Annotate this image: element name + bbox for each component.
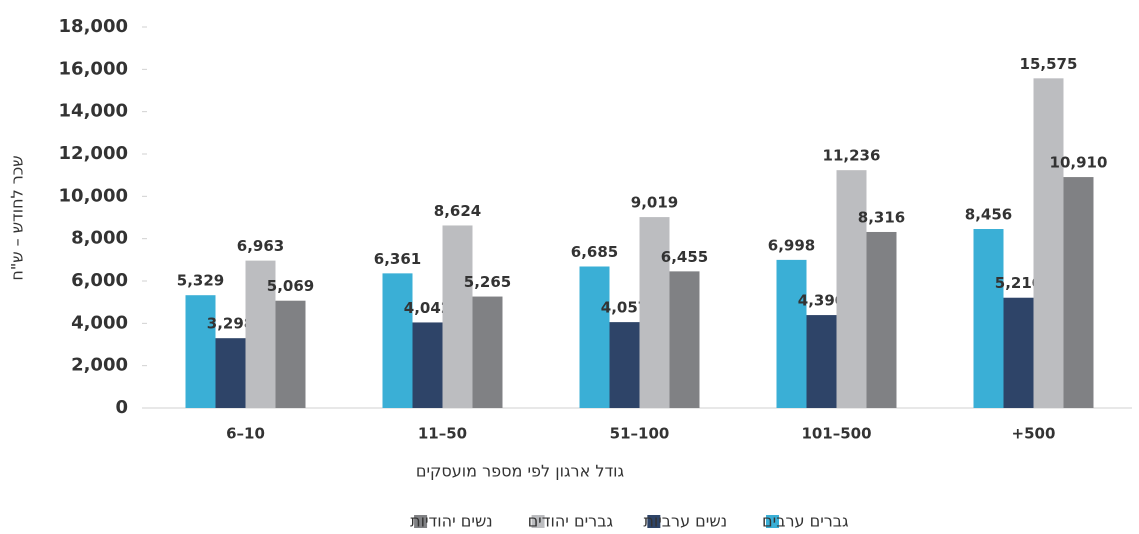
y-tick-label: 10,000 [59, 185, 128, 206]
bar [275, 300, 306, 408]
data-label: 8,624 [434, 202, 481, 220]
y-tick-label: 12,000 [59, 143, 128, 164]
data-label: 5,069 [267, 277, 314, 295]
bar [472, 296, 503, 408]
y-tick-label: 18,000 [59, 16, 128, 37]
legend-label: נשים ערביות [643, 512, 727, 531]
y-tick-label: 6,000 [71, 270, 128, 291]
legend-label: גברים ערבים [762, 512, 849, 531]
bar [776, 259, 807, 408]
data-label: 8,316 [858, 208, 905, 226]
legend-label: נשים יהודיות [410, 512, 493, 531]
bar [382, 273, 413, 408]
bar [1003, 297, 1034, 408]
bar [806, 315, 837, 408]
bar [442, 225, 473, 408]
x-tick-label: 6–10 [226, 425, 265, 443]
x-tick-label: +500 [1012, 425, 1056, 443]
bar [1063, 177, 1094, 408]
y-tick-label: 14,000 [59, 101, 128, 122]
y-tick-label: 2,000 [71, 355, 128, 376]
y-tick-label: 16,000 [59, 58, 128, 79]
bar [215, 338, 246, 408]
x-tick-label: 101–500 [801, 425, 871, 443]
y-tick-label: 4,000 [71, 312, 128, 333]
data-label: 8,456 [965, 206, 1012, 224]
data-label: 4,390 [798, 292, 845, 310]
data-label: 9,019 [631, 194, 678, 212]
y-tick-label: 8,000 [71, 228, 128, 249]
bar [579, 266, 610, 408]
data-label: 5,265 [464, 273, 511, 291]
legend-swatch [531, 515, 545, 528]
bar [1033, 78, 1064, 409]
data-label: 10,910 [1050, 154, 1108, 172]
x-tick-label: 51–100 [610, 425, 670, 443]
bar [185, 295, 216, 408]
bar [412, 322, 443, 408]
data-label: 4,042 [404, 299, 451, 317]
y-tick-label: 0 [115, 397, 128, 418]
data-label: 15,575 [1020, 55, 1078, 73]
data-label: 5,210 [995, 274, 1042, 292]
data-label: 11,236 [823, 147, 881, 165]
data-label: 4,057 [601, 299, 648, 317]
legend-swatch [766, 515, 779, 528]
y-axis-label: שכר לחודש – ש"ח [8, 155, 27, 280]
data-label: 5,329 [177, 272, 224, 290]
bar [866, 231, 897, 408]
data-label: 6,685 [571, 243, 618, 261]
x-tick-label: 11–50 [418, 425, 467, 443]
data-label: 6,361 [374, 250, 421, 268]
bar [973, 229, 1004, 408]
data-label: 6,455 [661, 248, 708, 266]
bar [245, 260, 276, 408]
data-label: 6,963 [237, 237, 284, 255]
bar [836, 170, 867, 408]
bar [609, 322, 640, 408]
bar [639, 217, 670, 408]
legend-label: גברים יהודים [528, 512, 614, 531]
data-label: 3,298 [207, 315, 254, 333]
x-axis-label: גודל ארגון לפי מספר מועסקים [416, 462, 625, 481]
legend-swatch [414, 515, 428, 528]
bar [669, 271, 700, 408]
data-label: 6,998 [768, 236, 815, 254]
legend-swatch [647, 515, 661, 528]
